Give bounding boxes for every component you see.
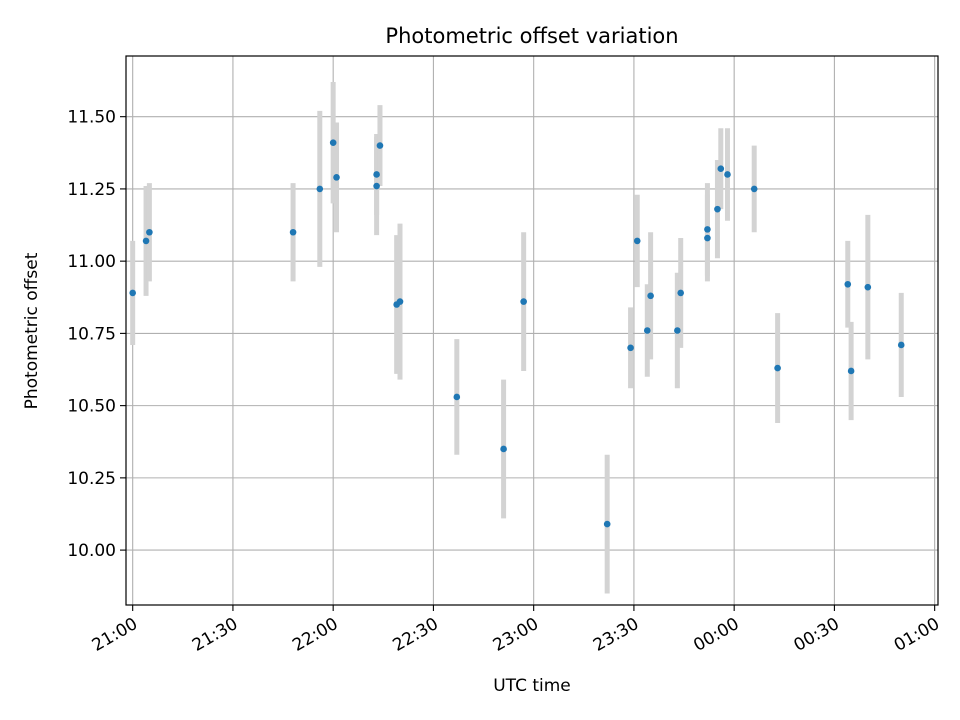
- x-tick-label: 01:00: [891, 614, 943, 656]
- data-points: [129, 139, 905, 528]
- y-tick-label: 11.50: [67, 108, 116, 128]
- data-point: [627, 344, 634, 352]
- data-point: [704, 226, 711, 233]
- x-tick-label: 21:30: [189, 614, 241, 656]
- data-point: [142, 237, 150, 245]
- data-point: [647, 292, 654, 300]
- data-point: [714, 205, 721, 213]
- x-tick-label: 22:30: [389, 614, 441, 656]
- x-axis-label: UTC time: [493, 676, 571, 696]
- data-point: [146, 228, 153, 236]
- data-point: [333, 174, 340, 181]
- y-tick-label: 11.25: [67, 180, 116, 200]
- x-tick-label: 23:00: [490, 614, 542, 656]
- data-point: [897, 341, 905, 349]
- data-point: [724, 171, 731, 178]
- y-tick-label: 10.00: [67, 541, 116, 561]
- data-point: [844, 280, 852, 288]
- x-tick-label: 21:00: [89, 614, 141, 656]
- x-tick-label: 22:00: [289, 614, 341, 656]
- error-bars: [130, 82, 904, 594]
- data-point: [774, 364, 781, 372]
- data-point: [129, 289, 136, 297]
- data-point: [864, 283, 872, 291]
- x-tick-label: 00:00: [690, 614, 742, 656]
- data-point: [329, 139, 337, 146]
- data-point: [677, 289, 684, 297]
- data-point: [453, 393, 461, 401]
- data-point: [633, 237, 641, 245]
- x-tick-label: 00:30: [790, 614, 842, 656]
- data-point: [373, 182, 380, 190]
- x-axis: 21:00 21:30 22:00 22:30 23:00 23:30 00:00 00:30…: [89, 605, 943, 656]
- data-point: [643, 327, 651, 334]
- data-point: [316, 185, 324, 193]
- data-point: [717, 165, 725, 172]
- chart-title: Photometric offset variation: [385, 24, 678, 48]
- data-point: [376, 142, 384, 149]
- data-point: [603, 520, 611, 528]
- data-point: [674, 327, 681, 334]
- y-tick-label: 10.50: [67, 397, 116, 417]
- y-tick-label: 11.00: [67, 252, 116, 272]
- y-tick-label: 10.25: [67, 469, 116, 489]
- data-point: [750, 185, 758, 193]
- data-point: [520, 298, 527, 305]
- data-point: [289, 228, 297, 236]
- data-point: [396, 298, 404, 305]
- y-tick-label: 10.75: [67, 324, 116, 344]
- data-point: [847, 367, 855, 375]
- y-axis: 10.00 10.25 10.50 10.75 11.00 11.25 11.50: [67, 108, 126, 561]
- data-point: [704, 234, 711, 242]
- x-tick-label: 23:30: [590, 614, 642, 656]
- plot-frame: [125, 55, 939, 606]
- data-point: [500, 445, 507, 453]
- grid-lines: [126, 56, 938, 605]
- data-point: [373, 171, 380, 178]
- y-axis-label: Photometric offset: [22, 252, 42, 409]
